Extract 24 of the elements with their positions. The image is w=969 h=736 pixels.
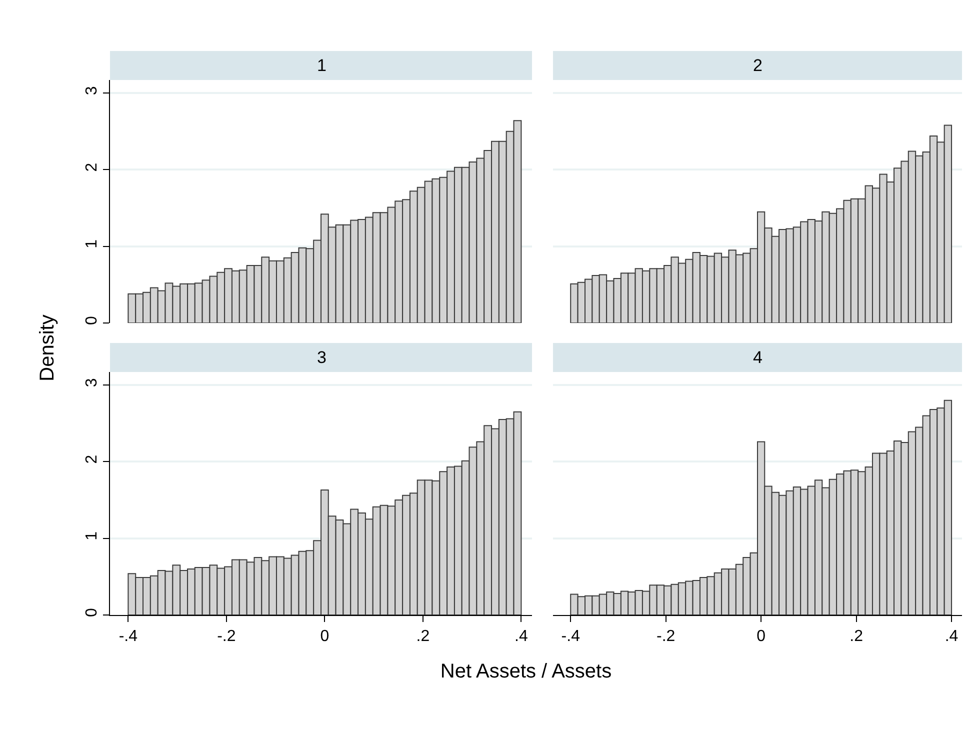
x-tick-label: -.4 xyxy=(118,628,138,646)
chart-title: 1 xyxy=(317,56,326,75)
x-tick-label: -.2 xyxy=(217,628,236,646)
y-tick-label: 0 xyxy=(84,608,101,618)
y-tick-label: 1 xyxy=(84,531,101,540)
chart-title: 2 xyxy=(753,56,762,75)
x-axis-title: Net Assets / Assets xyxy=(440,660,612,684)
x-tick-label: 0 xyxy=(756,628,766,646)
y-tick-label: 1 xyxy=(84,239,101,248)
y-tick-label: 3 xyxy=(84,86,101,96)
y-tick-label: 2 xyxy=(84,162,101,172)
x-tick-label: 0 xyxy=(320,628,330,646)
x-tick-label: -.2 xyxy=(656,628,676,646)
x-tick-label: -.4 xyxy=(561,628,580,646)
x-tick-label: .2 xyxy=(416,628,430,646)
chart-title: 4 xyxy=(753,348,762,367)
x-tick-label: .4 xyxy=(514,628,528,646)
chart-title: 3 xyxy=(317,348,326,367)
y-tick-label: 0 xyxy=(84,316,101,326)
y-tick-label: 2 xyxy=(84,454,101,464)
y-axis-title: Density xyxy=(36,314,60,382)
y-tick-label: 3 xyxy=(84,378,101,388)
x-tick-label: .2 xyxy=(850,628,864,646)
x-tick-label: .4 xyxy=(944,628,958,646)
